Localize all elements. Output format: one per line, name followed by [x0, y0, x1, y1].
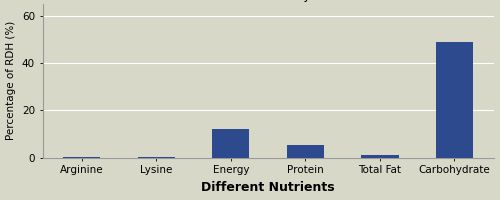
Text: www.dietandfitnesstoday.com: www.dietandfitnesstoday.com [162, 0, 338, 2]
Bar [63, 157, 100, 158]
Bar [286, 145, 324, 158]
Bar [138, 157, 175, 158]
Bar [362, 155, 399, 158]
X-axis label: Different Nutrients: Different Nutrients [202, 181, 335, 194]
Y-axis label: Percentage of RDH (%): Percentage of RDH (%) [6, 21, 16, 140]
Bar [436, 42, 473, 158]
Bar [212, 129, 250, 158]
